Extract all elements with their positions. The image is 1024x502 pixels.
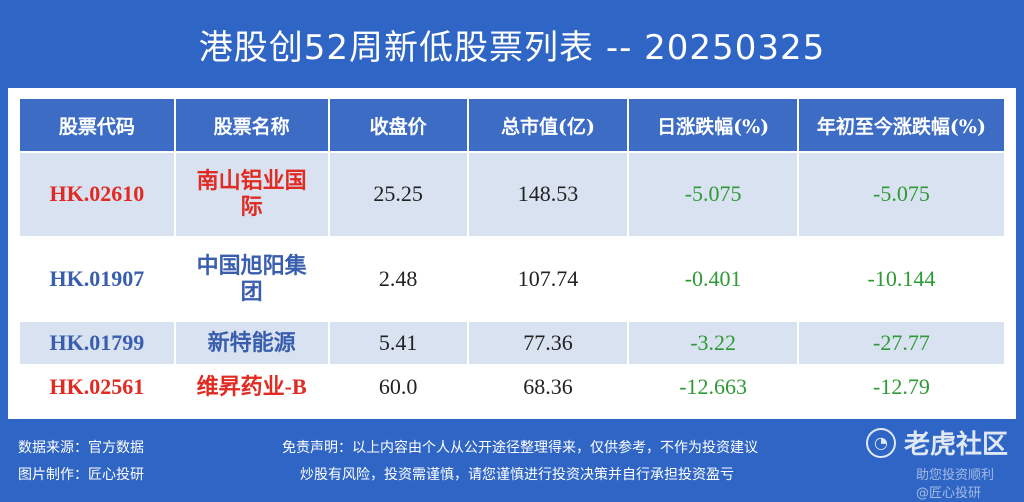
stock-name: 中国旭阳集团 [173, 235, 330, 323]
page-title: 港股创52周新低股票列表 -- 20250325 [198, 27, 826, 68]
ytd-change: -12.79 [796, 364, 1007, 410]
footer: 数据来源：官方数据 图片制作：匠心投研 免责声明：以上内容由个人从公开途径整理得… [0, 419, 1024, 502]
stock-code: HK.01799 [18, 320, 176, 367]
ytd-change: -27.77 [796, 320, 1007, 367]
day-change: -5.075 [627, 151, 799, 238]
close-price: 5.41 [327, 320, 469, 367]
close-price: 25.25 [327, 151, 469, 238]
stock-name: 南山铝业国际 [173, 151, 330, 238]
market-cap: 68.36 [466, 364, 630, 410]
brand-logo: ◔ 老虎社区 [865, 424, 1008, 461]
stock-code: HK.02561 [18, 364, 176, 410]
header-close: 收盘价 [327, 97, 469, 153]
stock-name: 新特能源 [173, 320, 330, 367]
market-cap: 77.36 [466, 320, 630, 367]
close-price: 2.48 [327, 235, 469, 323]
stock-code: HK.02610 [18, 151, 176, 238]
disclaimer: 免责声明：以上内容由个人从公开途径整理得来，仅供参考，不作为投资建议 [282, 440, 758, 456]
tiger-logo-icon: ◔ [865, 427, 896, 458]
table-row: HK.02610 南山铝业国际 25.25 148.53 -5.075 -5.0… [18, 151, 1007, 238]
table-row: HK.01799 新特能源 5.41 77.36 -3.22 -27.77 [18, 320, 1007, 367]
stock-code: HK.01907 [18, 235, 176, 323]
header-mcap: 总市值(亿) [466, 97, 630, 153]
header-ytd-change: 年初至今涨跌幅(%) [796, 97, 1007, 153]
image-maker: 图片制作：匠心投研 [18, 467, 144, 483]
ytd-change: -5.075 [796, 151, 1007, 238]
ytd-change: -10.144 [796, 235, 1007, 323]
day-change: -12.663 [627, 364, 799, 410]
data-source: 数据来源：官方数据 [18, 440, 144, 456]
stock-name: 维昇药业-B [173, 364, 330, 410]
table-row: HK.01907 中国旭阳集团 2.48 107.74 -0.401 -10.1… [18, 235, 1007, 323]
market-cap: 107.74 [466, 235, 630, 323]
brand-name: 老虎社区 [903, 430, 1008, 460]
day-change: -3.22 [627, 320, 799, 367]
header-name: 股票名称 [173, 97, 330, 153]
watermark-author: @匠心投研 [916, 486, 982, 501]
risk-warning: 炒股有风险，投资需谨慎，请您谨慎进行投资决策并自行承担投资盈亏 [300, 467, 734, 483]
header-day-change: 日涨跌幅(%) [627, 97, 799, 153]
watermark-slogan: 助您投资顺利 [916, 468, 995, 483]
table-header-row: 股票代码 股票名称 收盘价 总市值(亿) 日涨跌幅(%) 年初至今涨跌幅(%) [18, 97, 1007, 153]
market-cap: 148.53 [466, 151, 630, 238]
header-code: 股票代码 [18, 97, 176, 153]
stock-table-container: 股票代码 股票名称 收盘价 总市值(亿) 日涨跌幅(%) 年初至今涨跌幅(%) … [8, 88, 1016, 419]
day-change: -0.401 [627, 235, 799, 323]
table-row: HK.02561 维昇药业-B 60.0 68.36 -12.663 -12.7… [18, 364, 1007, 410]
stock-table: 股票代码 股票名称 收盘价 总市值(亿) 日涨跌幅(%) 年初至今涨跌幅(%) … [18, 97, 1007, 410]
close-price: 60.0 [327, 364, 469, 410]
